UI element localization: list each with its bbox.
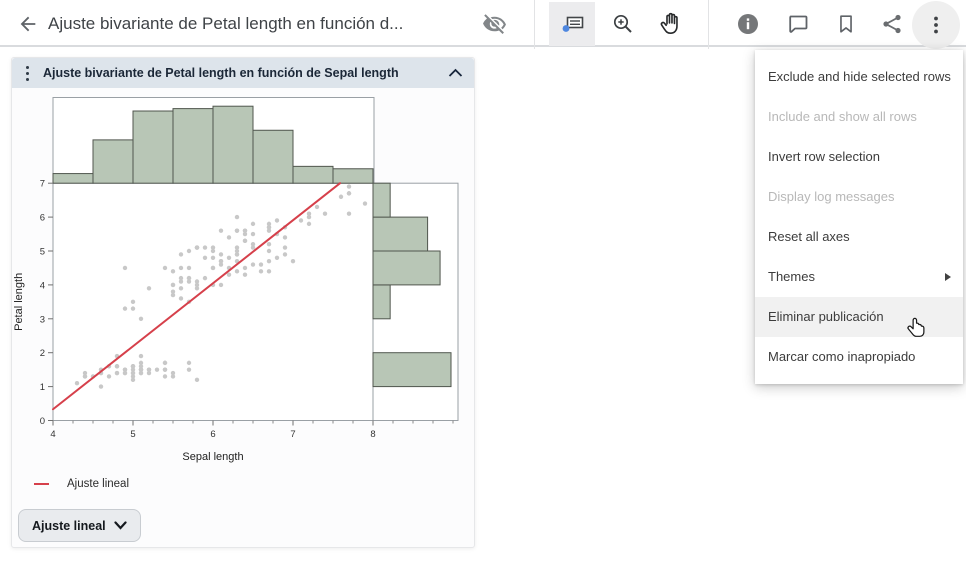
fit-dropdown-button[interactable]: Ajuste lineal — [18, 509, 141, 542]
share-icon — [883, 14, 901, 34]
submenu-arrow-icon — [945, 273, 951, 281]
fit-dropdown-label: Ajuste lineal — [32, 518, 106, 533]
hand-icon — [660, 12, 678, 35]
share-button[interactable] — [872, 4, 912, 44]
datatip-tool-icon — [562, 16, 584, 32]
zoom-in-icon — [613, 14, 632, 33]
menu-item-marcar-como-inapropiado[interactable]: Marcar como inapropiado — [768, 349, 916, 364]
top-bar: Ajuste bivariante de Petal length en fun… — [0, 0, 966, 49]
back-button[interactable] — [8, 4, 48, 44]
collapse-button[interactable] — [442, 61, 468, 85]
info-button[interactable] — [728, 4, 768, 44]
comment-button[interactable] — [778, 4, 818, 44]
more-options-button[interactable] — [912, 1, 960, 49]
menu-item-exclude-and-hide-selected-rows[interactable]: Exclude and hide selected rows — [768, 69, 951, 84]
toolbar-separator — [708, 0, 709, 49]
report-card: Ajuste bivariante de Petal length en fun… — [11, 57, 475, 548]
info-icon — [738, 14, 758, 34]
page-title: Ajuste bivariante de Petal length en fun… — [48, 14, 404, 33]
grab-tool-button[interactable] — [648, 2, 694, 46]
bookmark-button[interactable] — [826, 4, 866, 44]
back-arrow-icon — [20, 16, 36, 32]
menu-item-display-log-messages: Display log messages — [768, 189, 895, 204]
datatip-tool-button[interactable] — [549, 2, 595, 46]
menu-item-include-and-show-all-rows: Include and show all rows — [768, 109, 917, 124]
context-menu: Exclude and hide selected rows Include an… — [755, 50, 963, 384]
report-header[interactable]: Ajuste bivariante de Petal length en fun… — [12, 58, 474, 88]
visibility-off-icon — [482, 13, 506, 34]
menu-item-eliminar-publicación[interactable]: Eliminar publicación — [755, 297, 963, 337]
menu-item-invert-row-selection[interactable]: Invert row selection — [768, 149, 880, 164]
visibility-off-button[interactable] — [474, 4, 514, 44]
bookmark-icon — [840, 15, 852, 33]
zoom-tool-button[interactable] — [600, 2, 646, 46]
comment-icon — [789, 15, 808, 33]
fit-legend: Ajuste lineal — [34, 478, 129, 490]
fit-legend-label: Ajuste lineal — [67, 478, 130, 490]
menu-item-themes[interactable]: Themes — [755, 257, 963, 297]
drag-grip-icon[interactable] — [20, 65, 34, 81]
chevron-up-icon — [448, 68, 462, 77]
fit-line-swatch — [34, 482, 49, 486]
chevron-down-icon — [114, 521, 127, 530]
menu-item-reset-all-axes[interactable]: Reset all axes — [768, 229, 850, 244]
report-title: Ajuste bivariante de Petal length en fun… — [43, 66, 399, 80]
toolbar-separator — [534, 0, 535, 49]
more-vert-icon — [934, 16, 938, 34]
hand-cursor — [907, 317, 925, 337]
